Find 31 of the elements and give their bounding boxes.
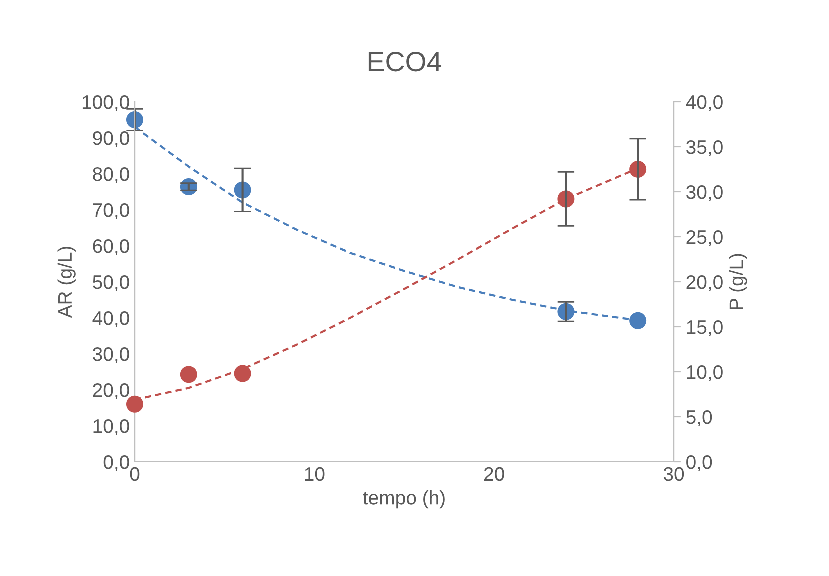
y-tick-label: 40,0 <box>92 311 130 328</box>
y2-tick-label: 10,0 <box>687 365 723 382</box>
y-tick-label: 100,0 <box>82 95 130 112</box>
x-tick-label: 20 <box>484 467 504 482</box>
x-axis-title: tempo (h) <box>363 490 445 509</box>
y-axis-title: AR (g/L) <box>58 247 76 318</box>
chart-title: ECO4 <box>368 52 442 72</box>
y2-tick-label: 35,0 <box>686 140 723 157</box>
y-tick-label: 50,0 <box>93 275 130 292</box>
y2-tick-label: 25,0 <box>686 230 723 247</box>
point <box>180 366 198 384</box>
y2-tick-label: 20,0 <box>686 275 723 292</box>
y2-tick-label: 15,0 <box>687 320 723 337</box>
y2-tick-label: 5,0 <box>686 410 712 427</box>
y2-tick-label: 0,0 <box>686 455 712 472</box>
y-tick-label: 20,0 <box>93 383 130 400</box>
point <box>234 365 252 382</box>
y-tick-label: 70,0 <box>93 203 130 220</box>
y-tick-label: 0,0 <box>104 455 130 472</box>
x-tick-label: 30 <box>664 467 684 482</box>
y2-tick-label: 30,0 <box>686 185 723 202</box>
y-tick-label: 30,0 <box>93 347 130 364</box>
x-tick-label: 10 <box>305 467 325 482</box>
y-tick-label: 60,0 <box>93 239 130 256</box>
x-tick-label: 0 <box>130 467 140 482</box>
y2-tick-label: 40,0 <box>686 95 723 112</box>
y-tick-label: 10,0 <box>94 419 130 436</box>
point <box>630 312 647 330</box>
y2-axis-title: P (g/L) <box>729 254 748 310</box>
y-tick-label: 80,0 <box>93 167 130 184</box>
y-tick-label: 90,0 <box>93 131 130 148</box>
